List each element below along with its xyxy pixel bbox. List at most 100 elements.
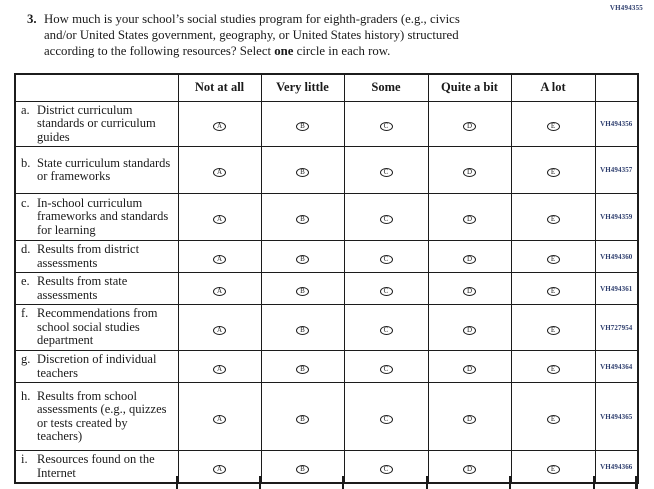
option-cell: D	[427, 100, 512, 147]
option-circle-c[interactable]: C	[379, 414, 393, 424]
option-cell: D	[427, 450, 512, 484]
option-circle-c[interactable]: C	[379, 286, 393, 296]
option-circle-c[interactable]: C	[379, 254, 393, 264]
resources-matrix-table: Not at all Very little Some Quite a bit …	[14, 73, 639, 484]
option-cell: E	[510, 304, 596, 351]
option-cell: A	[177, 100, 262, 147]
option-cell: B	[260, 350, 345, 383]
option-circle-d[interactable]: D	[463, 254, 476, 264]
row-label-cell: d. Results from district assessments	[14, 240, 179, 273]
question-bold-one: one	[274, 44, 294, 58]
row-label: Results from district assessments	[37, 242, 140, 270]
option-circle-c[interactable]: C	[379, 215, 393, 224]
option-circle-e[interactable]: E	[546, 121, 560, 131]
option-cell: D	[427, 193, 512, 241]
option-circle-b[interactable]: B	[296, 121, 309, 131]
question-3: 3. How much is your school’s social stud…	[27, 11, 460, 59]
option-cell: D	[427, 272, 512, 305]
option-circle-c[interactable]: C	[379, 168, 393, 177]
grid-stub	[509, 476, 511, 489]
row-code: VH494361	[594, 272, 639, 305]
grid-stub	[593, 476, 595, 489]
option-circle-e[interactable]: E	[546, 464, 560, 474]
option-circle-d[interactable]: D	[463, 464, 476, 474]
grid-stub	[176, 476, 178, 489]
option-cell: C	[343, 193, 429, 241]
grid-stub	[259, 476, 261, 489]
option-circle-d[interactable]: D	[463, 414, 476, 424]
row-label-cell: b. State curriculum standards or framewor…	[14, 146, 179, 194]
option-cell: A	[177, 382, 262, 451]
option-circle-c[interactable]: C	[379, 464, 393, 474]
option-cell: C	[343, 450, 429, 484]
option-circle-e[interactable]: E	[546, 215, 560, 224]
option-cell: C	[343, 100, 429, 147]
option-circle-c[interactable]: C	[379, 364, 393, 374]
option-cell: B	[260, 304, 345, 351]
header-some: Some	[343, 73, 429, 102]
option-circle-a[interactable]: A	[213, 254, 226, 264]
option-circle-d[interactable]: D	[463, 325, 476, 335]
option-circle-e[interactable]: E	[546, 325, 560, 335]
row-label: Resources found on the Internet	[37, 452, 155, 480]
option-circle-a[interactable]: A	[213, 414, 226, 424]
row-letter: b.	[21, 155, 31, 170]
option-circle-b[interactable]: B	[296, 168, 309, 177]
option-cell: E	[510, 100, 596, 147]
row-letter: f.	[21, 306, 29, 321]
row-label-cell: f. Recommendations from school social stu…	[14, 304, 179, 351]
option-circle-b[interactable]: B	[296, 464, 309, 474]
row-code: VH494357	[594, 146, 639, 194]
option-cell: A	[177, 193, 262, 241]
option-circle-e[interactable]: E	[546, 414, 560, 424]
option-circle-b[interactable]: B	[296, 364, 309, 374]
option-circle-c[interactable]: C	[379, 325, 393, 335]
option-circle-c[interactable]: C	[379, 121, 393, 131]
option-cell: D	[427, 350, 512, 383]
option-circle-b[interactable]: B	[296, 414, 309, 424]
row-label-cell: c. In-school curriculum frameworks and st…	[14, 193, 179, 241]
row-label-cell: g. Discretion of individual teachers	[14, 350, 179, 383]
option-circle-a[interactable]: A	[213, 464, 226, 474]
option-circle-d[interactable]: D	[463, 121, 476, 131]
option-cell: E	[510, 146, 596, 194]
header-a-lot: A lot	[510, 73, 596, 102]
option-circle-b[interactable]: B	[296, 286, 309, 296]
option-circle-b[interactable]: B	[296, 325, 309, 335]
option-cell: B	[260, 100, 345, 147]
page-code: VH494355	[609, 4, 643, 12]
header-row: Not at all Very little Some Quite a bit …	[14, 73, 639, 102]
table-row-e: e. Results from state assessments A B C D…	[14, 272, 639, 305]
row-letter: c.	[21, 195, 30, 210]
option-circle-a[interactable]: A	[213, 215, 226, 224]
option-circle-d[interactable]: D	[463, 364, 476, 374]
row-label: In-school curriculum frameworks and stan…	[37, 195, 169, 237]
option-cell: E	[510, 450, 596, 484]
row-code: VH494359	[594, 193, 639, 241]
table-row-c: c. In-school curriculum frameworks and st…	[14, 193, 639, 241]
table-row-b: b. State curriculum standards or framewor…	[14, 146, 639, 194]
option-circle-e[interactable]: E	[546, 286, 560, 296]
row-label-cell: h. Results from school assessments (e.g.,…	[14, 382, 179, 451]
option-circle-a[interactable]: A	[213, 364, 226, 374]
row-label: Recommendations from school social studi…	[37, 306, 158, 348]
option-circle-d[interactable]: D	[463, 215, 476, 224]
option-circle-a[interactable]: A	[213, 286, 226, 296]
option-circle-d[interactable]: D	[463, 286, 476, 296]
option-circle-e[interactable]: E	[546, 168, 560, 177]
table-row-f: f. Recommendations from school social stu…	[14, 304, 639, 351]
option-circle-b[interactable]: B	[296, 215, 309, 224]
option-circle-e[interactable]: E	[546, 254, 560, 264]
option-circle-e[interactable]: E	[546, 364, 560, 374]
option-circle-a[interactable]: A	[213, 121, 226, 131]
option-circle-b[interactable]: B	[296, 254, 309, 264]
option-circle-d[interactable]: D	[463, 168, 476, 177]
row-letter: g.	[21, 352, 31, 366]
option-cell: A	[177, 146, 262, 194]
option-circle-a[interactable]: A	[213, 325, 226, 335]
question-line-2: and/or United States government, geograp…	[44, 28, 459, 42]
table-row-h: h. Results from school assessments (e.g.,…	[14, 382, 639, 451]
header-empty-cell	[14, 73, 179, 102]
option-cell: B	[260, 146, 345, 194]
option-circle-a[interactable]: A	[213, 168, 226, 177]
